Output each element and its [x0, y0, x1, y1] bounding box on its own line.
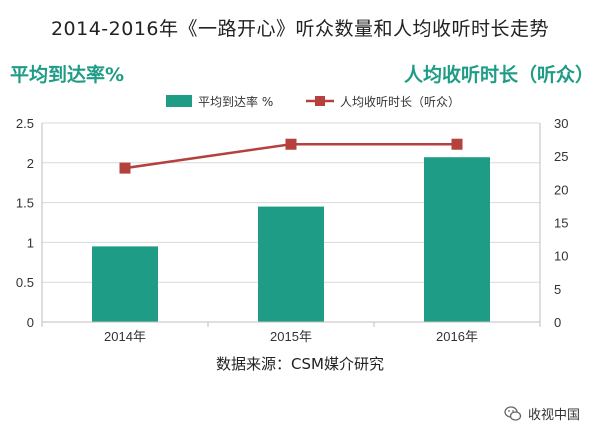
- right-tick-label: 15: [554, 216, 568, 231]
- right-tick-label: 0: [554, 315, 561, 330]
- left-tick-label: 1: [27, 235, 34, 250]
- bar: [258, 206, 324, 322]
- bar: [424, 157, 490, 322]
- x-tick-label: 2015年: [270, 329, 312, 344]
- line-point: [451, 138, 463, 150]
- right-axis-title: 人均收听时长（听众）: [403, 64, 594, 86]
- chart-title: 2014-2016年《一路开心》听众数量和人均收听时长走势: [50, 18, 550, 40]
- legend: 平均到达率 % 人均收听时长（听众）: [166, 94, 460, 109]
- left-tick-label: 0: [27, 315, 34, 330]
- watermark-text: 收视中国: [527, 408, 580, 423]
- watermark: 收视中国: [504, 404, 580, 423]
- left-tick-label: 2: [27, 156, 34, 171]
- line-point: [285, 138, 297, 150]
- right-tick-label: 20: [554, 182, 568, 197]
- legend-label-bar: 平均到达率 %: [198, 94, 273, 109]
- axes: 0 0.5 1 1.5 2 2.5 0 5 10 15 20 25 30 2014年 2015年 2016年: [16, 116, 569, 344]
- legend-marker-line: [315, 96, 325, 106]
- legend-swatch-bar: [166, 95, 192, 107]
- right-tick-label: 5: [554, 282, 561, 297]
- right-tick-label: 10: [554, 249, 568, 264]
- line-point: [119, 162, 131, 174]
- x-tick-label: 2016年: [436, 329, 478, 344]
- wechat-icon: [504, 405, 522, 421]
- left-tick-label: 0.5: [16, 275, 34, 290]
- right-tick-label: 30: [554, 116, 568, 131]
- bar: [92, 246, 158, 322]
- legend-label-line: 人均收听时长（听众）: [340, 95, 460, 109]
- left-tick-label: 2.5: [16, 116, 34, 131]
- left-axis-title: 平均到达率%: [10, 64, 125, 86]
- line-series: [119, 138, 463, 174]
- data-source: 数据来源：CSM媒介研究: [216, 355, 384, 373]
- right-tick-label: 25: [554, 149, 568, 164]
- left-tick-label: 1.5: [16, 196, 34, 211]
- x-tick-label: 2014年: [104, 329, 146, 344]
- bars: [92, 157, 490, 322]
